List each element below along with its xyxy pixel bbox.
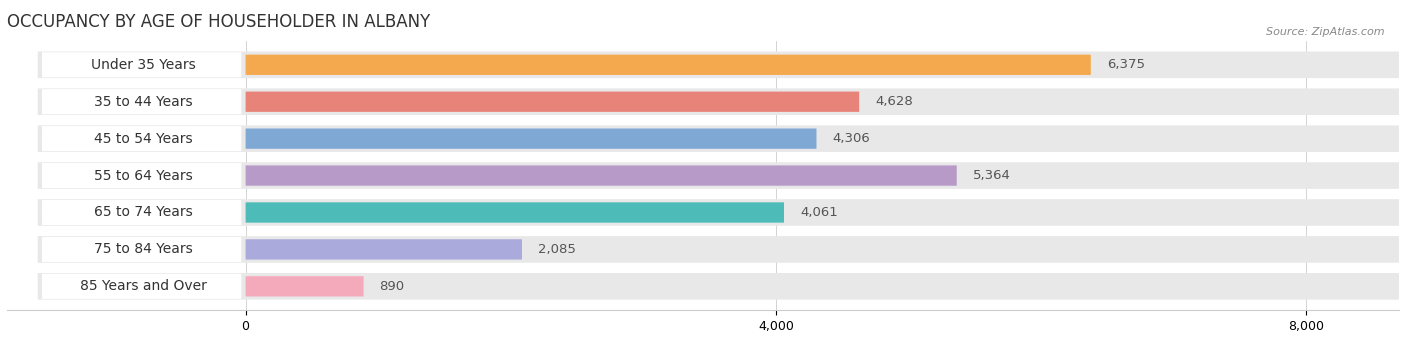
FancyBboxPatch shape (38, 162, 1399, 189)
FancyBboxPatch shape (42, 200, 242, 225)
Text: 2,085: 2,085 (538, 243, 576, 256)
Text: Under 35 Years: Under 35 Years (91, 58, 197, 72)
Text: 5,364: 5,364 (973, 169, 1011, 182)
Text: 55 to 64 Years: 55 to 64 Years (94, 169, 193, 183)
Text: 4,628: 4,628 (875, 95, 912, 108)
Text: 75 to 84 Years: 75 to 84 Years (94, 242, 193, 256)
Text: OCCUPANCY BY AGE OF HOUSEHOLDER IN ALBANY: OCCUPANCY BY AGE OF HOUSEHOLDER IN ALBAN… (7, 13, 430, 31)
FancyBboxPatch shape (38, 236, 1399, 263)
FancyBboxPatch shape (38, 125, 1399, 152)
Text: 85 Years and Over: 85 Years and Over (80, 279, 207, 293)
FancyBboxPatch shape (42, 126, 242, 151)
FancyBboxPatch shape (246, 91, 859, 112)
FancyBboxPatch shape (42, 52, 242, 78)
FancyBboxPatch shape (42, 163, 242, 188)
FancyBboxPatch shape (42, 89, 242, 114)
FancyBboxPatch shape (38, 51, 1399, 78)
FancyBboxPatch shape (246, 276, 364, 296)
Text: Source: ZipAtlas.com: Source: ZipAtlas.com (1267, 27, 1385, 37)
Text: 4,061: 4,061 (800, 206, 838, 219)
FancyBboxPatch shape (42, 274, 242, 299)
Text: 45 to 54 Years: 45 to 54 Years (94, 132, 193, 146)
FancyBboxPatch shape (246, 239, 522, 259)
FancyBboxPatch shape (42, 237, 242, 262)
Text: 65 to 74 Years: 65 to 74 Years (94, 205, 193, 220)
Text: 6,375: 6,375 (1107, 58, 1144, 71)
FancyBboxPatch shape (38, 88, 1399, 115)
Text: 35 to 44 Years: 35 to 44 Years (94, 95, 193, 109)
FancyBboxPatch shape (38, 199, 1399, 226)
FancyBboxPatch shape (246, 55, 1091, 75)
Text: 4,306: 4,306 (832, 132, 870, 145)
Text: 890: 890 (380, 280, 405, 293)
FancyBboxPatch shape (246, 166, 956, 186)
FancyBboxPatch shape (38, 273, 1399, 300)
FancyBboxPatch shape (246, 202, 785, 223)
FancyBboxPatch shape (246, 129, 817, 149)
